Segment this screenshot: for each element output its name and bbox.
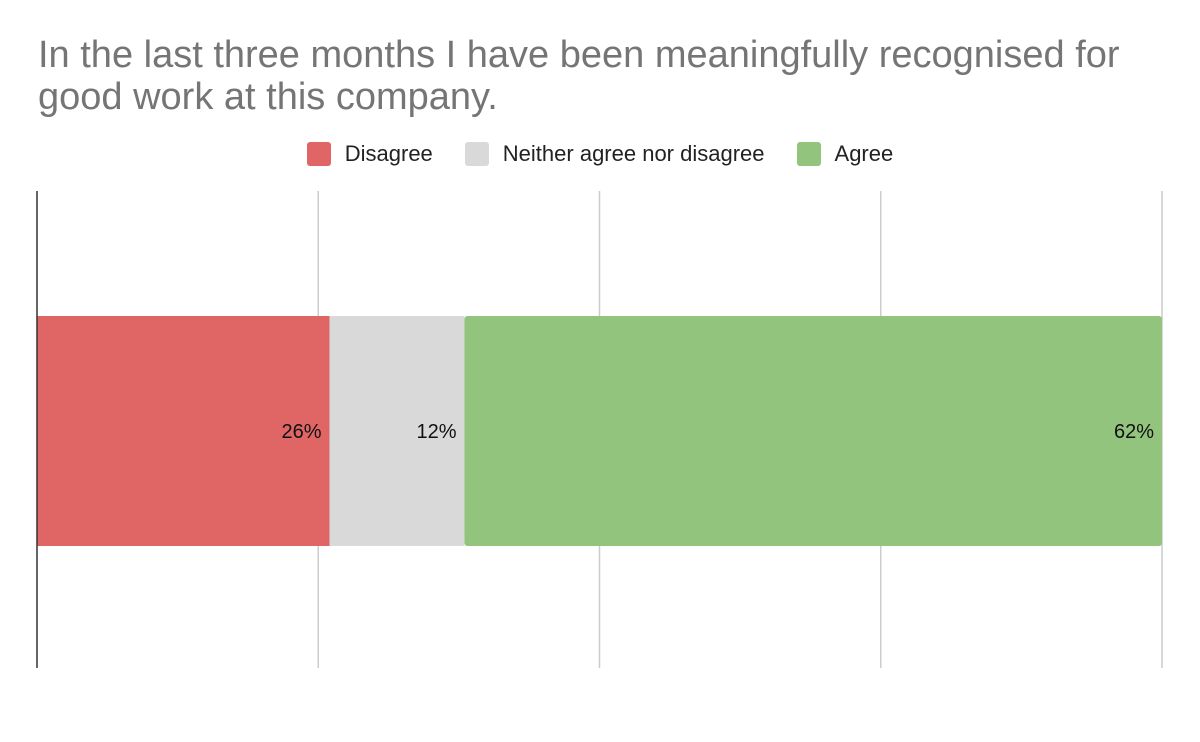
data-label-neither-agree-nor-disagree: 12% [416,421,456,443]
chart-legend: Disagree Neither agree nor disagree Agre… [0,139,1200,169]
legend-item-neither[interactable]: Neither agree nor disagree [464,141,765,167]
chart-title: In the last three months I have been mea… [38,34,1120,118]
legend-item-agree[interactable]: Agree [796,141,894,167]
bar-segment-agree[interactable] [464,316,1163,546]
bar-segments [37,316,1162,546]
legend-swatch-disagree [306,142,331,166]
legend-swatch-neither [464,142,489,166]
data-label-disagree: 26% [281,421,321,443]
bar-segment-disagree[interactable] [37,316,330,546]
legend-swatch-agree [796,142,821,166]
legend-label-disagree: Disagree [344,141,433,166]
bar-segment-neither-agree-nor-disagree[interactable] [329,316,465,546]
legend-label-neither: Neither agree nor disagree [502,141,765,166]
legend-label-agree: Agree [834,141,894,166]
bar-data-labels: 26% 12% 62% [281,421,1154,443]
legend-item-disagree[interactable]: Disagree [306,141,433,167]
data-label-agree: 62% [1114,421,1154,443]
